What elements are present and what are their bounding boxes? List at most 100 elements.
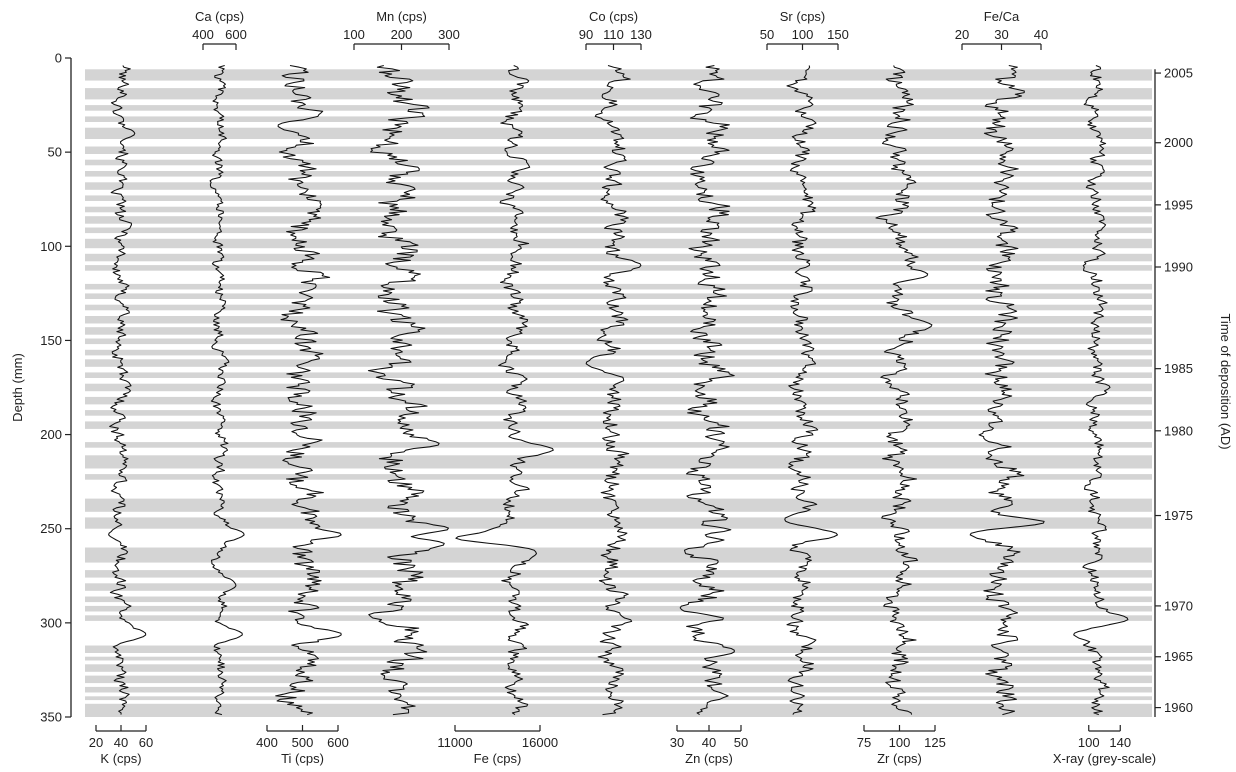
- x-ray-grey-scale-tick-label: 140: [1109, 735, 1131, 750]
- time-tick-label: 1985: [1164, 361, 1193, 376]
- fe-ca-tick-label: 20: [955, 27, 969, 42]
- grey-band: [85, 116, 1152, 122]
- grey-band: [85, 372, 1152, 378]
- zn-cps-tick-label: 40: [702, 735, 716, 750]
- k-cps-tick-label: 60: [139, 735, 153, 750]
- grey-band: [85, 216, 1152, 224]
- co-cps-series-line: [585, 64, 642, 716]
- grey-band: [85, 410, 1152, 416]
- time-tick-label: 1970: [1164, 598, 1193, 613]
- x-ray-grey-scale-axis-title: X-ray (grey-scale): [1053, 751, 1156, 766]
- fe-cps-series-line: [455, 65, 554, 716]
- time-axis-title: Time of deposition (AD): [1218, 313, 1233, 449]
- grey-band: [85, 359, 1152, 367]
- grey-band: [85, 105, 1152, 111]
- depth-tick-label: 350: [40, 710, 62, 725]
- sr-cps-tick-label: 100: [792, 27, 814, 42]
- grey-band: [85, 304, 1152, 311]
- grey-band: [85, 656, 1152, 661]
- time-tick-label: 1990: [1164, 259, 1193, 274]
- grey-band: [85, 605, 1152, 612]
- zr-cps-tick-label: 125: [924, 735, 946, 750]
- ti-cps-tick-label: 400: [256, 735, 278, 750]
- sr-cps-axis-title: Sr (cps): [780, 9, 826, 24]
- grey-band: [85, 615, 1152, 621]
- k-cps-tick-label: 40: [114, 735, 128, 750]
- zr-cps-tick-label: 75: [857, 735, 871, 750]
- grey-band: [85, 195, 1152, 201]
- grey-band: [85, 227, 1152, 234]
- k-cps-series-line: [108, 65, 147, 715]
- ti-cps-series-line: [275, 64, 342, 716]
- depth-tick-label: 0: [55, 51, 62, 66]
- grey-band: [85, 517, 1152, 529]
- ca-cps-tick-label: 400: [192, 27, 214, 42]
- grey-band: [85, 498, 1152, 512]
- depth-tick-label: 100: [40, 239, 62, 254]
- fe-cps-axis-title: Fe (cps): [474, 751, 522, 766]
- depth-tick-label: 200: [40, 427, 62, 442]
- grey-band: [85, 583, 1152, 591]
- time-tick-label: 1980: [1164, 423, 1193, 438]
- mn-cps-tick-label: 200: [391, 27, 413, 42]
- zr-cps-axis-title: Zr (cps): [877, 751, 922, 766]
- grey-band: [85, 696, 1152, 701]
- sr-cps-tick-label: 150: [827, 27, 849, 42]
- fe-ca-axis-title: Fe/Ca: [984, 9, 1020, 24]
- grey-band: [85, 293, 1152, 299]
- ca-cps-series-line: [209, 64, 245, 716]
- fe-ca-tick-label: 40: [1034, 27, 1048, 42]
- mn-cps-series-line: [367, 64, 450, 716]
- time-tick-label: 1965: [1164, 649, 1193, 664]
- depth-tick-label: 250: [40, 521, 62, 536]
- time-tick-label: 2000: [1164, 135, 1193, 150]
- depth-tick-label: 300: [40, 615, 62, 630]
- grey-band: [85, 703, 1152, 717]
- zr-cps-series-line: [875, 65, 933, 715]
- co-cps-tick-label: 90: [579, 27, 593, 42]
- grey-band: [85, 645, 1152, 653]
- mn-cps-axis-title: Mn (cps): [376, 9, 427, 24]
- grey-band: [85, 238, 1152, 249]
- grey-band: [85, 283, 1152, 290]
- x-ray-grey-scale-series-line: [1073, 65, 1129, 716]
- depth-axis-title: Depth (mm): [10, 353, 25, 422]
- fe-cps-tick-label: 16000: [522, 735, 558, 750]
- ca-cps-axis-title: Ca (cps): [195, 9, 244, 24]
- co-cps-axis-title: Co (cps): [589, 9, 638, 24]
- ti-cps-tick-label: 600: [327, 735, 349, 750]
- grey-band: [85, 127, 1152, 139]
- ti-cps-axis-title: Ti (cps): [281, 751, 324, 766]
- sr-cps-series-line: [784, 65, 839, 715]
- zn-cps-tick-label: 30: [670, 735, 684, 750]
- grey-band: [85, 421, 1152, 429]
- sr-cps-tick-label: 50: [760, 27, 774, 42]
- x-ray-grey-scale-tick-label: 100: [1078, 735, 1100, 750]
- grey-band: [85, 159, 1152, 166]
- k-cps-tick-label: 20: [89, 735, 103, 750]
- labels-layer: 0 50 100 150 200 250 300 350 Depth (mm) 2005 2000 1…: [10, 9, 1233, 766]
- grey-band: [85, 547, 1152, 563]
- depth-tick-label: 50: [48, 145, 62, 160]
- zn-cps-tick-label: 50: [734, 735, 748, 750]
- mn-cps-tick-label: 300: [438, 27, 460, 42]
- time-tick-label: 1975: [1164, 508, 1193, 523]
- co-cps-tick-label: 130: [630, 27, 652, 42]
- time-tick-label: 1995: [1164, 197, 1193, 212]
- ca-cps-tick-label: 600: [225, 27, 247, 42]
- grey-band: [85, 338, 1152, 345]
- grey-band: [85, 349, 1152, 356]
- grey-band: [85, 570, 1152, 578]
- ti-cps-tick-label: 500: [292, 735, 314, 750]
- grey-band: [85, 442, 1152, 448]
- fe-ca-series-line: [969, 64, 1045, 716]
- grey-band: [85, 182, 1152, 190]
- depth-tick-label: 150: [40, 333, 62, 348]
- series-layer: [108, 64, 1129, 716]
- grey-band: [85, 396, 1152, 405]
- k-cps-axis-title: K (cps): [100, 751, 141, 766]
- zr-cps-tick-label: 100: [889, 735, 911, 750]
- grey-band: [85, 327, 1152, 335]
